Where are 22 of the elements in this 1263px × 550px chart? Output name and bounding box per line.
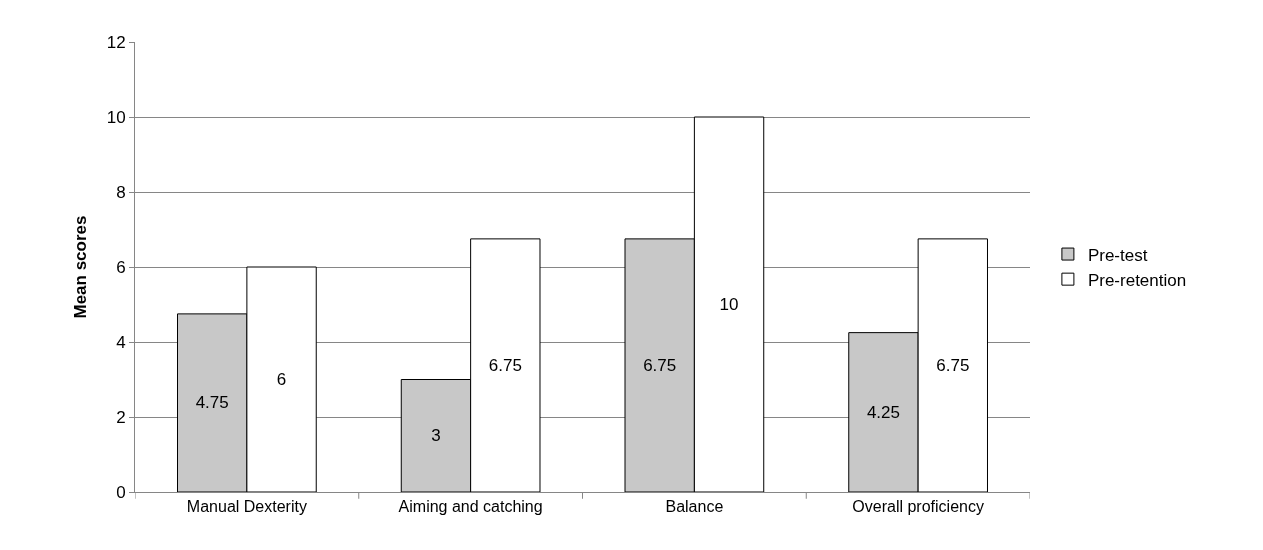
x-tick-label: Aiming and catching <box>398 498 543 516</box>
y-tick-label: 12 <box>106 32 126 52</box>
data-label: 4.25 <box>866 402 900 422</box>
data-label: 6.75 <box>936 355 970 375</box>
y-tick-label: 6 <box>116 257 126 277</box>
legend-label: Pre-retention <box>1087 270 1187 290</box>
y-tick-label: 4 <box>116 332 126 352</box>
legend-label: Pre-test <box>1087 245 1148 265</box>
x-tick-label: Manual Dexterity <box>186 498 307 516</box>
y-tick-label: 0 <box>116 482 126 502</box>
x-tick-label: Balance <box>665 498 724 516</box>
data-label: 3 <box>431 426 441 446</box>
data-label: 6.75 <box>643 355 677 375</box>
data-label: 10 <box>719 295 739 314</box>
data-label: 6 <box>276 370 287 389</box>
y-tick-label: 8 <box>116 182 126 202</box>
data-label: 4.75 <box>195 393 229 413</box>
y-tick-label: 2 <box>116 407 126 427</box>
y-axis-title: Mean scores <box>71 215 91 319</box>
data-label: 6.75 <box>488 355 522 375</box>
x-tick-label: Overall proficiency <box>852 498 984 516</box>
y-tick-label: 10 <box>106 107 126 127</box>
